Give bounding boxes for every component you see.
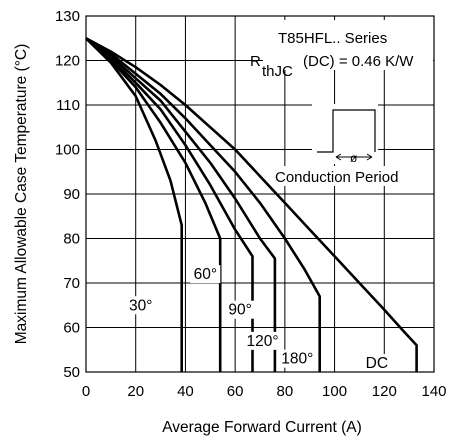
y-axis-title: Maximum Allowable Case Temperature (°C) <box>13 44 30 345</box>
phi-symbol: ø <box>350 151 358 165</box>
series-label-background <box>244 331 280 350</box>
x-tick-label: 60 <box>227 383 244 400</box>
x-tick-label: 80 <box>277 383 294 400</box>
y-tick-label: 90 <box>63 186 80 203</box>
y-tick-label: 70 <box>63 275 80 292</box>
y-tick-label: 120 <box>55 53 80 70</box>
series-label-background <box>361 354 392 373</box>
x-tick-label: 0 <box>82 383 90 400</box>
y-tick-label: 130 <box>55 8 80 25</box>
series-label-background <box>225 300 256 319</box>
series-label: 60° <box>194 266 217 283</box>
series-line <box>85 37 418 372</box>
x-axis-title: Average Forward Current (A) <box>162 419 362 436</box>
curves <box>85 37 418 372</box>
annotation-mask <box>263 20 433 70</box>
series-line <box>85 37 183 372</box>
series-label-background <box>125 296 156 315</box>
x-tick-label: 140 <box>421 383 446 400</box>
series-label: 90° <box>228 302 251 319</box>
x-tick-label: 120 <box>372 383 397 400</box>
series-annotation: T85HFL.. Series <box>278 30 387 47</box>
rth-prefix: R <box>250 53 261 70</box>
series-label-background <box>190 265 221 284</box>
series-label: DC <box>366 355 388 372</box>
series-label: 30° <box>129 297 152 314</box>
y-tick-label: 50 <box>63 364 80 381</box>
series-label: 120° <box>246 333 278 350</box>
curve-labels: 30° 60° 90° 120°180° DC <box>125 265 392 373</box>
conduction-period-label: Conduction Period <box>275 169 398 186</box>
conduction-period-inset: T85HFL.. Series R thJC (DC) = 0.46 K/W ø… <box>250 20 433 186</box>
rth-subscript: thJC <box>262 63 293 80</box>
y-tick-label: 100 <box>55 142 80 159</box>
rth-value: (DC) = 0.46 K/W <box>303 53 414 70</box>
tick-labels: 0 20 40 60 80 100 120 140 50 60 70 80 90 100 110 120 130 <box>55 8 447 400</box>
plot-frame <box>85 15 435 373</box>
series-label: 180° <box>281 351 313 368</box>
series-line <box>85 37 222 372</box>
conduction-label-background <box>272 166 406 186</box>
y-tick-label: 110 <box>56 97 80 114</box>
y-tick-label: 80 <box>63 231 80 248</box>
series-line <box>85 37 254 372</box>
x-tick-label: 100 <box>322 383 347 400</box>
series-label-background <box>278 349 317 368</box>
x-tick-label: 40 <box>177 383 194 400</box>
x-tick-label: 20 <box>127 383 144 400</box>
conduction-arrow <box>335 153 373 161</box>
conduction-pulse <box>317 109 376 153</box>
y-tick-label: 60 <box>63 320 80 337</box>
series-line <box>85 37 277 372</box>
series-line <box>85 37 321 372</box>
